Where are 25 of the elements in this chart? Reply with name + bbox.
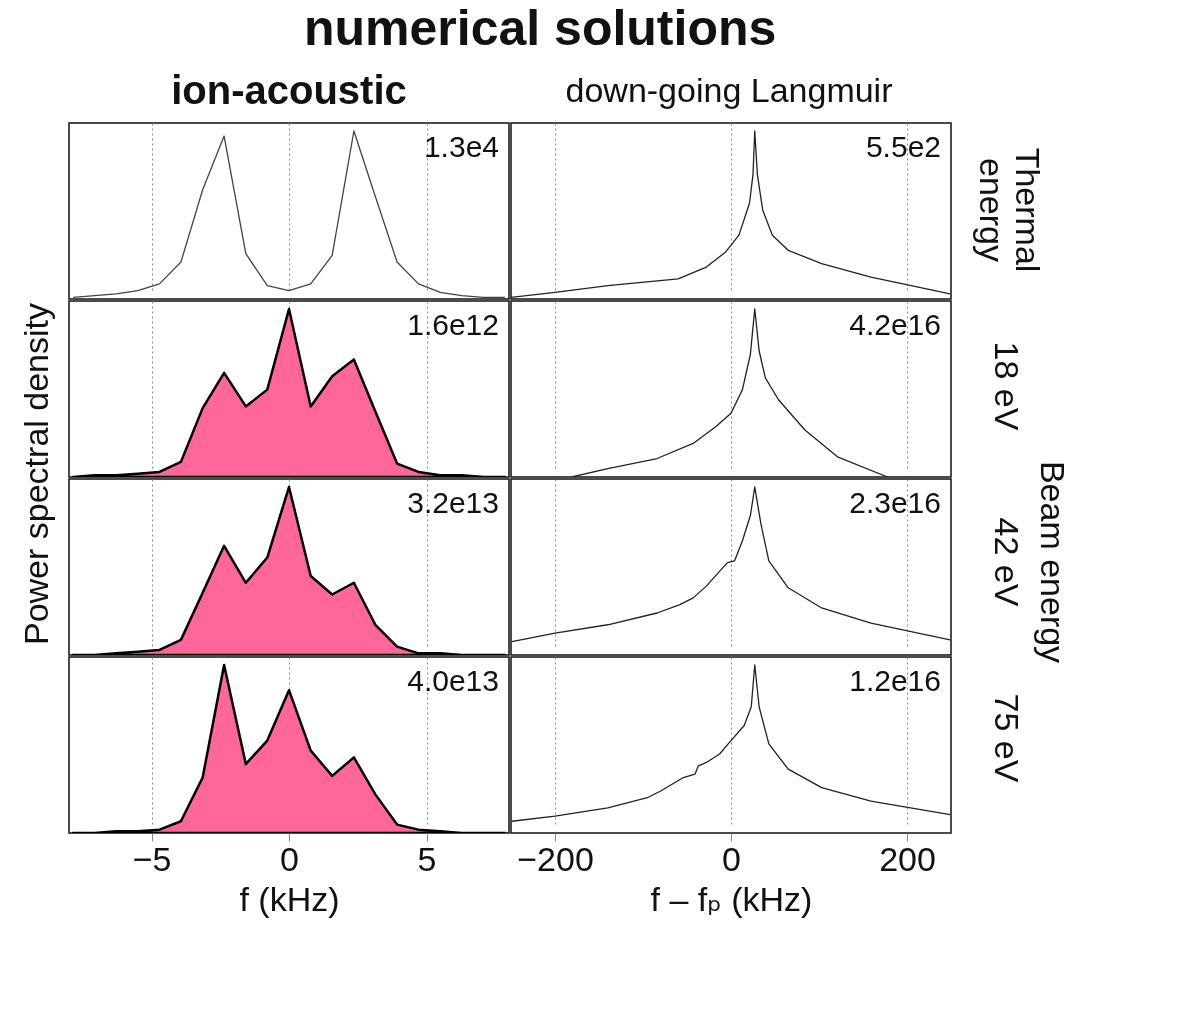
text: Beam energy (1034, 460, 1072, 664)
annotation: 1.2e16 (849, 664, 941, 697)
chart-title: numerical solutions (303, 0, 777, 57)
annotation: 1.6e12 (407, 308, 499, 341)
x-tick-label: 0 (280, 839, 299, 878)
x-axis-title: f – fₚ (kHz) (650, 879, 813, 918)
x-tick-label: −200 (517, 839, 594, 878)
annotation: 2.3e16 (849, 486, 941, 519)
y-axis-title: Power spectral density (17, 302, 55, 646)
annotation: 3.2e13 (407, 486, 499, 519)
x-tick-label: 5 (417, 839, 437, 878)
annotation: 4.0e13 (407, 664, 499, 697)
x-tick-label: −5 (132, 839, 172, 878)
text: 18 eV (988, 341, 1026, 431)
x-tick-label: 200 (879, 839, 936, 878)
x-tick-label: 0 (722, 839, 741, 878)
annotation: 5.5e2 (865, 130, 941, 163)
chart-subtitle: down-going Langmuir (565, 71, 893, 109)
text: 42 eV (988, 517, 1026, 607)
text: Thermal energy (973, 147, 1047, 273)
text: 75 eV (988, 693, 1026, 783)
x-axis-title: f (kHz) (239, 879, 340, 918)
annotation: 4.2e16 (849, 308, 941, 341)
chart-subtitle: ion-acoustic (171, 68, 407, 112)
annotation: 1.3e4 (423, 130, 499, 163)
